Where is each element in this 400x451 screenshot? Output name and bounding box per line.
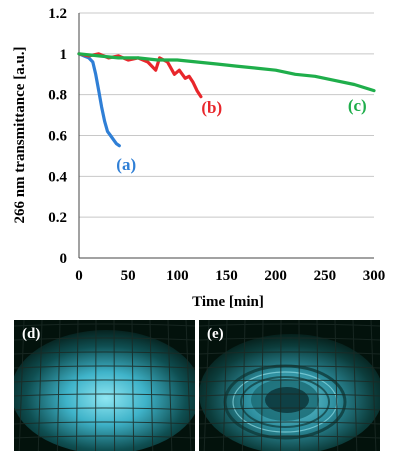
- mesh-line: [131, 320, 135, 451]
- mesh-line: [352, 320, 358, 451]
- x-axis-title: Time [min]: [192, 294, 264, 310]
- x-tick-label: 300: [363, 268, 386, 284]
- y-tick-label: 0.2: [48, 210, 67, 226]
- mesh-line: [199, 337, 380, 341]
- mesh-line: [14, 393, 195, 397]
- series-annotations: (a) (b) (c): [116, 96, 366, 174]
- y-tick-label: 0: [60, 251, 68, 267]
- mesh-line: [18, 320, 25, 451]
- mesh-grid: [199, 320, 380, 451]
- y-tick-labels: 0 0.2 0.4 0.6 0.8 1 1.2: [48, 6, 67, 267]
- x-tick-labels: 0 50 100 150 200 250 300: [75, 268, 385, 284]
- series-line-3: [77, 52, 376, 93]
- transmittance-chart: 0 0.2 0.4 0.6 0.8 1 1.2 0 50 100 150 200 250 300 (a)…: [12, 6, 385, 310]
- series-annotation: (c): [348, 96, 367, 115]
- mesh-line: [149, 320, 154, 451]
- mesh-line: [222, 320, 228, 451]
- series-group: [77, 52, 376, 148]
- mesh-line: [199, 407, 380, 411]
- mesh-line: [199, 351, 380, 355]
- mesh-line: [14, 337, 195, 341]
- mesh-line: [14, 365, 195, 369]
- grid-lines: [79, 12, 374, 218]
- mesh-line: [199, 379, 380, 383]
- y-axis-title: 266 nm transmittance [a.u.]: [12, 46, 28, 223]
- mesh-line: [14, 323, 195, 327]
- mesh-line: [14, 407, 195, 411]
- mesh-line: [334, 320, 339, 451]
- y-tick-label: 1.2: [48, 6, 67, 22]
- x-tick-label: 50: [121, 268, 136, 284]
- mesh-line: [316, 320, 320, 451]
- camera-image-d: (d): [14, 320, 195, 451]
- mesh-line: [199, 435, 380, 439]
- mesh-line: [14, 351, 195, 355]
- mesh-line: [199, 323, 380, 327]
- y-tick-label: 0.4: [48, 169, 67, 185]
- x-tick-label: 100: [166, 268, 189, 284]
- mesh-line: [298, 320, 301, 451]
- camera-image-e: (e): [199, 320, 380, 451]
- panel-label-d: (d): [22, 326, 41, 342]
- mesh-line: [199, 365, 380, 369]
- y-tick-label: 1: [60, 47, 68, 63]
- mesh-line: [56, 320, 61, 451]
- mesh-line: [167, 320, 173, 451]
- y-tick-label: 0.6: [48, 129, 67, 145]
- mesh-line: [75, 320, 79, 451]
- mesh-line: [14, 435, 195, 439]
- mesh-line: [199, 393, 380, 397]
- series-annotation: (b): [201, 98, 222, 117]
- mesh-line: [14, 421, 195, 425]
- mesh-line: [37, 320, 43, 451]
- mesh-line: [241, 320, 246, 451]
- x-tick-label: 250: [314, 268, 337, 284]
- panel-label-e: (e): [207, 326, 224, 342]
- mesh-grid: [14, 320, 195, 451]
- mesh-line: [260, 320, 264, 451]
- x-tick-label: 150: [215, 268, 238, 284]
- x-tick-label: 200: [264, 268, 287, 284]
- mesh-line: [199, 421, 380, 425]
- mesh-line: [113, 320, 116, 451]
- mesh-line: [370, 320, 377, 451]
- x-tick-label: 0: [75, 268, 83, 284]
- mesh-line: [185, 320, 192, 451]
- mesh-line: [203, 320, 210, 451]
- series-line-1: [77, 52, 121, 148]
- y-tick-label: 0.8: [48, 88, 67, 104]
- mesh-line: [14, 379, 195, 383]
- series-annotation: (a): [116, 155, 136, 174]
